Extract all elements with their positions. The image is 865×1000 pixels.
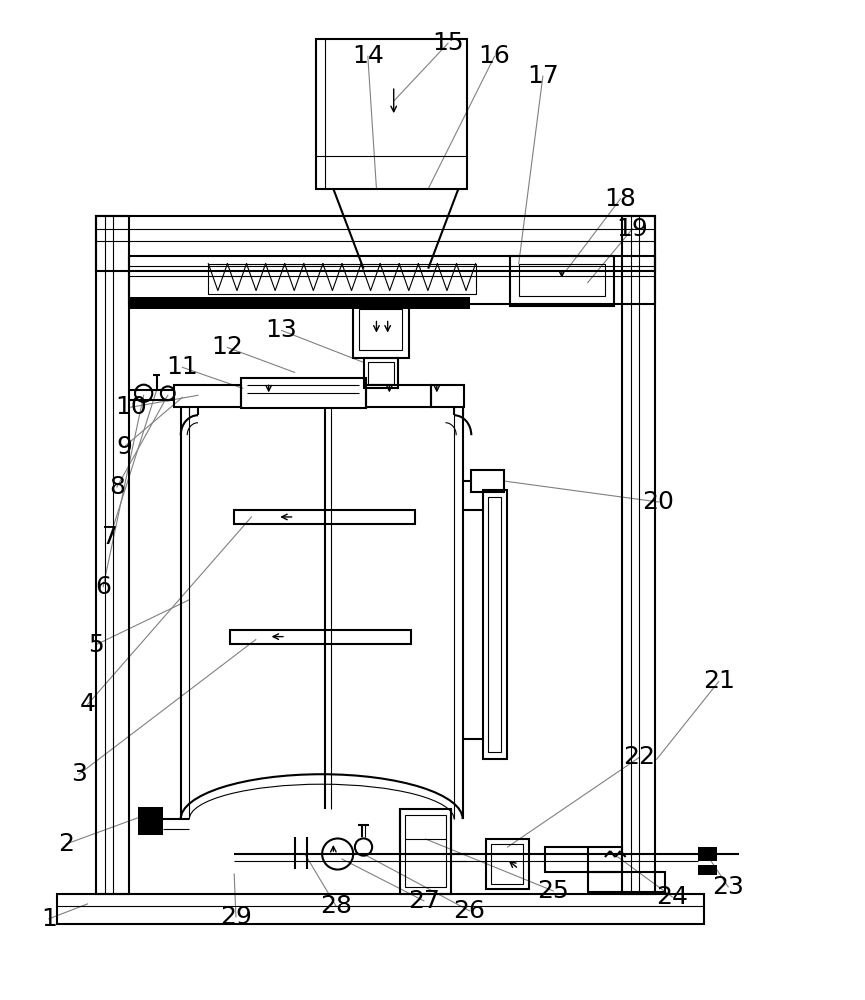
Bar: [241, 378, 366, 408]
Bar: [353, 304, 409, 358]
Bar: [129, 256, 655, 304]
Text: 2: 2: [58, 832, 74, 856]
Text: 16: 16: [478, 44, 510, 68]
Bar: [96, 216, 655, 271]
Bar: [208, 264, 476, 294]
Text: 4: 4: [80, 692, 96, 716]
Text: 10: 10: [115, 395, 146, 419]
Text: 5: 5: [88, 633, 104, 657]
Text: 3: 3: [71, 762, 87, 786]
Text: 14: 14: [352, 44, 384, 68]
Bar: [316, 39, 467, 189]
Text: 23: 23: [712, 875, 744, 899]
Bar: [359, 309, 402, 350]
Bar: [230, 630, 411, 644]
Text: 1: 1: [41, 907, 57, 931]
Text: 25: 25: [537, 879, 569, 903]
Text: 11: 11: [167, 355, 198, 379]
Text: 28: 28: [320, 894, 352, 918]
Text: 12: 12: [211, 335, 243, 359]
Bar: [234, 510, 415, 524]
Bar: [486, 839, 529, 889]
Bar: [488, 497, 501, 752]
Text: 19: 19: [617, 217, 649, 241]
Bar: [400, 809, 452, 894]
Bar: [96, 216, 129, 894]
Bar: [510, 256, 613, 306]
Text: 17: 17: [527, 64, 559, 88]
Bar: [431, 385, 464, 407]
Text: 7: 7: [102, 525, 118, 549]
Bar: [363, 358, 398, 388]
Bar: [622, 216, 655, 894]
Text: 26: 26: [453, 899, 485, 923]
Text: 18: 18: [605, 187, 637, 211]
Text: 15: 15: [432, 31, 464, 55]
Text: 13: 13: [266, 318, 298, 342]
Bar: [491, 844, 523, 884]
Bar: [587, 872, 665, 892]
Text: 27: 27: [408, 889, 439, 913]
Text: 29: 29: [220, 905, 252, 929]
Bar: [138, 807, 163, 835]
Bar: [698, 865, 717, 875]
Text: 6: 6: [95, 575, 111, 599]
Bar: [368, 362, 394, 384]
Bar: [129, 297, 470, 309]
Bar: [174, 385, 241, 407]
Bar: [545, 847, 622, 872]
Bar: [471, 470, 504, 492]
Text: 24: 24: [657, 885, 689, 909]
Bar: [57, 894, 704, 924]
Text: 21: 21: [703, 669, 734, 693]
Text: 20: 20: [643, 490, 675, 514]
Bar: [698, 847, 717, 861]
Text: 8: 8: [109, 475, 125, 499]
Text: 22: 22: [624, 745, 656, 769]
Bar: [405, 815, 446, 887]
Bar: [366, 385, 431, 407]
Bar: [519, 264, 605, 296]
Bar: [483, 490, 507, 759]
Text: 9: 9: [116, 435, 131, 459]
